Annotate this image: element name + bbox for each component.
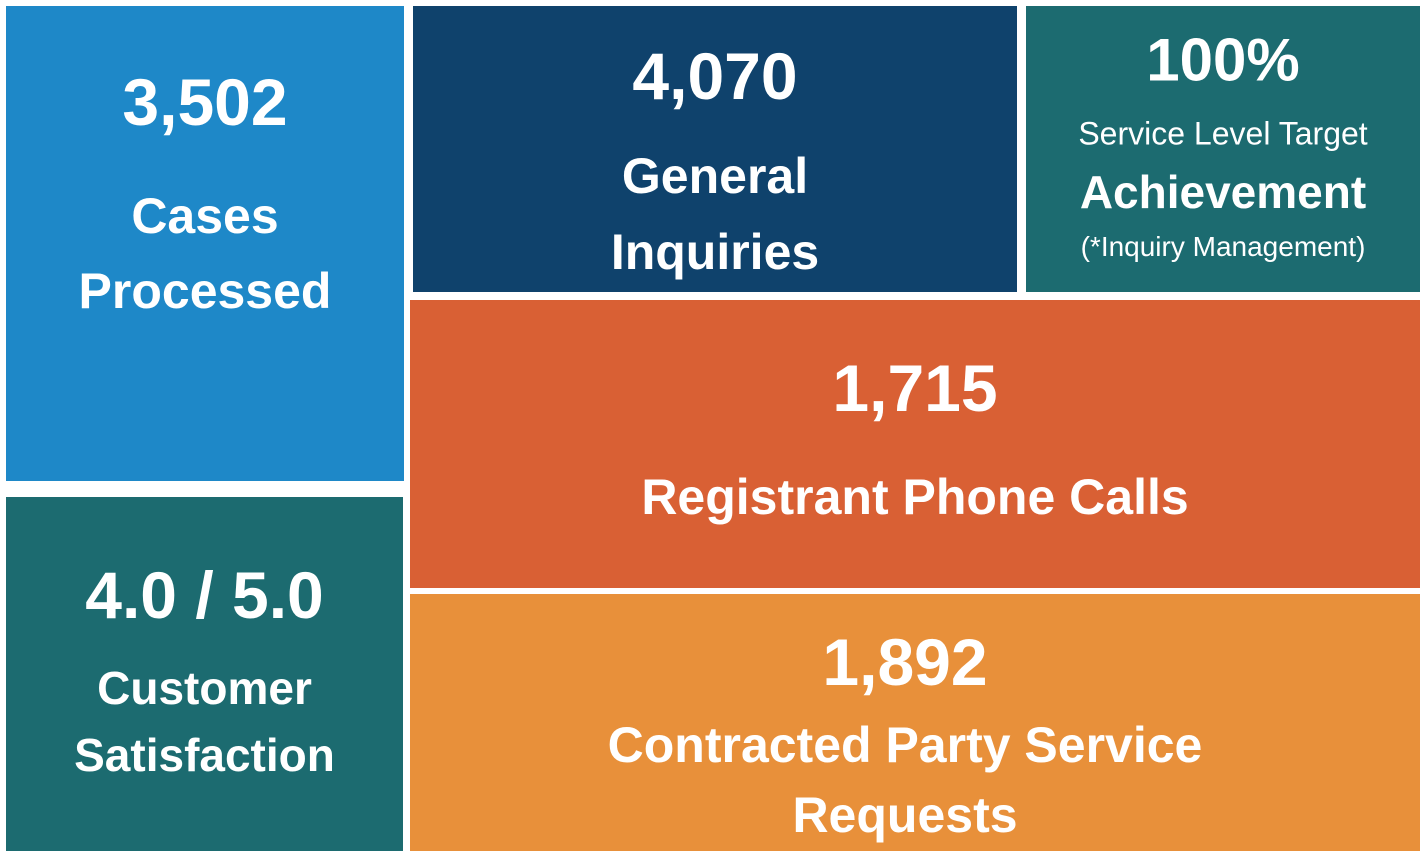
- tile-value: 1,892: [822, 625, 988, 699]
- tile-value: 100%: [1146, 26, 1300, 94]
- tile-satisfaction: 4.0 / 5.0 Customer Satisfaction: [6, 497, 403, 851]
- tile-value: 1,715: [832, 351, 998, 425]
- tile-value: 3,502: [122, 65, 288, 139]
- tile-label: Cases: [131, 188, 279, 244]
- tile-inquiries: 4,070 General Inquiries: [413, 6, 1017, 292]
- tile-label: Customer: [97, 662, 312, 714]
- tile-label: Service Level Target: [1078, 115, 1368, 152]
- tile-label: Inquiries: [610, 224, 820, 280]
- tile-label: Processed: [78, 263, 332, 319]
- tile-phone-calls: 1,715 Registrant Phone Calls: [410, 300, 1420, 588]
- tile-label: (*Inquiry Management): [1080, 231, 1366, 262]
- tile-label: Contracted Party Service: [607, 717, 1203, 773]
- tile-value: 4.0 / 5.0: [85, 558, 324, 632]
- tile-cases: 3,502 Cases Processed: [6, 6, 404, 481]
- tile-label: Satisfaction: [74, 729, 335, 781]
- tile-label: Registrant Phone Calls: [641, 469, 1189, 525]
- tile-value: 4,070: [632, 39, 798, 113]
- tile-service-requests: 1,892 Contracted Party Service Requests: [410, 594, 1420, 851]
- tile-label: General: [621, 148, 809, 204]
- tile-label: Requests: [792, 787, 1018, 843]
- tile-label: Achievement: [1079, 166, 1367, 218]
- tile-service-level: 100% Service Level Target Achievement (*…: [1026, 6, 1420, 292]
